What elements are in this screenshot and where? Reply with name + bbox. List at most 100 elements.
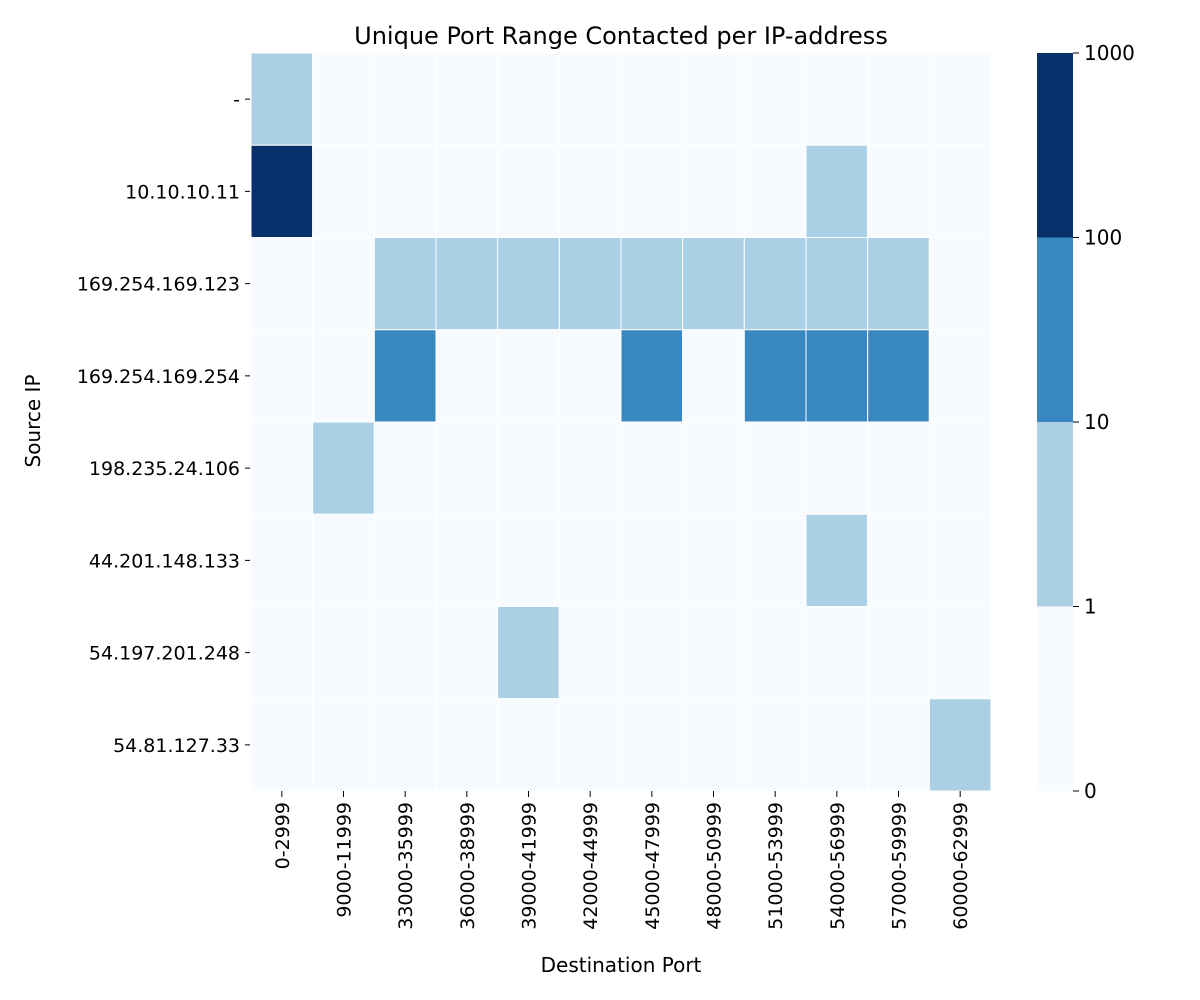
heatmap-cell: [558, 513, 622, 607]
heatmap-cell: [435, 329, 499, 423]
x-tick-label: 9000-11999: [334, 802, 356, 918]
heatmap-cell: [620, 513, 684, 607]
heatmap-cell: [928, 144, 992, 238]
heatmap-cell: [497, 698, 560, 792]
heatmap-cell: [682, 144, 745, 238]
x-axis-label: Destination Port: [541, 953, 702, 977]
heatmap-cell: [743, 52, 807, 146]
colorbar-segment: [1037, 606, 1073, 791]
heatmap-cell: [497, 513, 560, 607]
y-tick-label: -: [233, 89, 240, 111]
x-tick-label: 48000-50999: [704, 802, 726, 930]
y-tick-label: 54.81.127.33: [113, 735, 240, 757]
heatmap-cell: [558, 421, 622, 515]
heatmap-cell: [743, 144, 807, 238]
y-tick-label: 169.254.169.254: [77, 366, 240, 388]
heatmap-cell: [497, 237, 560, 331]
heatmap-cell: [373, 237, 437, 331]
colorbar-tick-label: 100: [1084, 226, 1122, 250]
heatmap-cell: [805, 329, 869, 423]
heatmap-cell: [312, 606, 375, 700]
x-tick-label: 54000-56999: [827, 802, 849, 930]
heatmap-cell: [312, 237, 375, 331]
heatmap-cell: [682, 421, 745, 515]
heatmap-cell: [250, 513, 314, 607]
x-tick-label: 45000-47999: [642, 802, 664, 930]
heatmap-cell: [805, 421, 869, 515]
x-tick-label: 39000-41999: [519, 802, 541, 930]
heatmap-cell: [373, 144, 437, 238]
heatmap-cell: [928, 513, 992, 607]
heatmap-cell: [620, 237, 684, 331]
heatmap-cell: [497, 52, 560, 146]
y-tick-label: 198.235.24.106: [89, 458, 240, 480]
x-tick-label: 60000-62999: [950, 802, 972, 930]
heatmap-cell: [312, 421, 375, 515]
heatmap-cell: [435, 52, 499, 146]
heatmap-cell: [928, 52, 992, 146]
x-tick-label: 33000-35999: [395, 802, 417, 930]
heatmap-cell: [805, 144, 869, 238]
y-tick-label: 10.10.10.11: [125, 181, 240, 203]
x-tick-label: 36000-38999: [457, 802, 479, 930]
y-axis-label: Source IP: [21, 374, 45, 467]
heatmap-cell: [312, 144, 375, 238]
heatmap-cell: [867, 698, 930, 792]
heatmap-cell: [497, 144, 560, 238]
heatmap-cell: [558, 329, 622, 423]
heatmap-cell: [867, 237, 930, 331]
heatmap-cell: [620, 698, 684, 792]
heatmap-cell: [743, 329, 807, 423]
heatmap-cell: [805, 237, 869, 331]
heatmap-cell: [682, 513, 745, 607]
heatmap-cell: [867, 144, 930, 238]
heatmap-cell: [928, 421, 992, 515]
heatmap-cell: [682, 237, 745, 331]
heatmap-cell: [250, 144, 314, 238]
heatmap-cells: [250, 52, 992, 792]
heatmap-cell: [620, 421, 684, 515]
heatmap-cell: [373, 421, 437, 515]
heatmap-cell: [373, 52, 437, 146]
heatmap-cell: [805, 52, 869, 146]
heatmap-cell: [250, 698, 314, 792]
colorbar-segment: [1037, 422, 1073, 607]
heatmap-cell: [435, 698, 499, 792]
x-tick-label: 42000-44999: [580, 802, 602, 930]
heatmap-cell: [928, 698, 992, 792]
heatmap-cell: [743, 237, 807, 331]
heatmap-cell: [558, 52, 622, 146]
heatmap-cell: [558, 698, 622, 792]
colorbar-segment: [1037, 237, 1073, 422]
heatmap-cell: [312, 329, 375, 423]
y-tick-label: 169.254.169.123: [77, 274, 240, 296]
x-tick-label: 0-2999: [272, 802, 294, 869]
heatmap-cell: [867, 421, 930, 515]
heatmap-cell: [805, 698, 869, 792]
heatmap-cell: [682, 698, 745, 792]
colorbar-segment: [1037, 53, 1073, 238]
heatmap-cell: [250, 237, 314, 331]
x-tick-label: 57000-59999: [889, 802, 911, 930]
heatmap-cell: [620, 52, 684, 146]
heatmap-cell: [805, 606, 869, 700]
heatmap-cell: [867, 513, 930, 607]
heatmap-cell: [497, 421, 560, 515]
heatmap-cell: [250, 421, 314, 515]
chart-title: Unique Port Range Contacted per IP-addre…: [354, 22, 888, 50]
heatmap-cell: [312, 698, 375, 792]
heatmap-cell: [620, 606, 684, 700]
heatmap-cell: [867, 329, 930, 423]
heatmap-cell: [558, 237, 622, 331]
heatmap-cell: [928, 237, 992, 331]
x-tick-label: 51000-53999: [765, 802, 787, 930]
heatmap-cell: [435, 237, 499, 331]
heatmap-cell: [497, 329, 560, 423]
heatmap-cell: [435, 421, 499, 515]
heatmap-cell: [250, 52, 314, 146]
heatmap-cell: [558, 144, 622, 238]
heatmap-cell: [250, 606, 314, 700]
heatmap-cell: [435, 144, 499, 238]
colorbar: 0 1 10 100 1000: [1037, 41, 1135, 803]
y-tick-labels: - 10.10.10.11 169.254.169.123 169.254.169.2…: [77, 89, 250, 757]
